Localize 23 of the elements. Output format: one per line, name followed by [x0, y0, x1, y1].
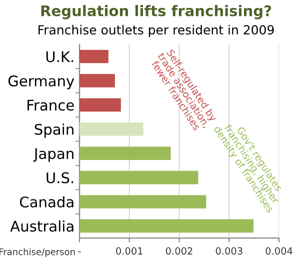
bar: [80, 98, 121, 112]
x-tick-label: 0.001: [116, 247, 142, 255]
y-tick-label: Japan: [33, 148, 74, 162]
y-tick-label: Canada: [20, 196, 74, 208]
bar: [80, 170, 198, 184]
bar: [80, 50, 108, 64]
chart-subtitle: Franchise outlets per resident in 2009: [38, 24, 274, 37]
y-tick-label: U.K.: [46, 51, 74, 62]
y-tick-label: Spain: [34, 124, 74, 138]
bar: [80, 74, 115, 88]
bar: [80, 195, 206, 208]
bar: [80, 122, 144, 136]
bar: [80, 219, 254, 233]
x-tick-label: 0.003: [216, 247, 242, 255]
chart-title: Regulation lifts franchising?: [41, 4, 272, 20]
y-tick-label: France: [28, 100, 74, 111]
x-tick-label: 0.002: [166, 247, 192, 255]
x-tick-label: -: [78, 251, 81, 252]
y-tick-label: U.S.: [46, 172, 74, 184]
y-tick-label: Australia: [10, 220, 74, 232]
x-tick-label: 0.004: [266, 247, 292, 255]
bar: [80, 146, 171, 160]
y-tick-label: Germany: [8, 75, 74, 90]
